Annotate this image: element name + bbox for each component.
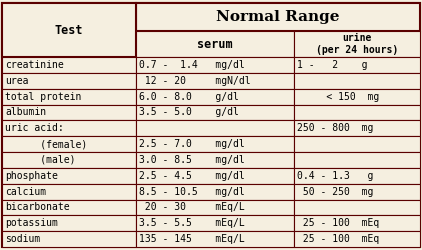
Text: 0.4 - 1.3   g: 0.4 - 1.3 g bbox=[297, 171, 373, 181]
Bar bbox=[2, 136, 136, 152]
Bar bbox=[136, 89, 294, 104]
Text: (male): (male) bbox=[5, 155, 76, 165]
Bar bbox=[136, 152, 294, 168]
Text: bicarbonate: bicarbonate bbox=[5, 202, 70, 212]
Text: Test: Test bbox=[55, 24, 83, 36]
Text: 8.5 - 10.5   mg/dl: 8.5 - 10.5 mg/dl bbox=[139, 186, 245, 196]
Bar bbox=[294, 73, 420, 89]
Text: Normal Range: Normal Range bbox=[216, 10, 340, 24]
Bar bbox=[2, 3, 136, 57]
Bar bbox=[294, 168, 420, 184]
Text: 3.0 - 8.5    mg/dl: 3.0 - 8.5 mg/dl bbox=[139, 155, 245, 165]
Bar bbox=[294, 136, 420, 152]
Text: 6.0 - 8.0    g/dl: 6.0 - 8.0 g/dl bbox=[139, 92, 239, 102]
Text: 3.5 - 5.5    mEq/L: 3.5 - 5.5 mEq/L bbox=[139, 218, 245, 228]
Text: serum: serum bbox=[197, 38, 233, 51]
Bar bbox=[2, 120, 136, 136]
Text: 135 - 145    mEq/L: 135 - 145 mEq/L bbox=[139, 234, 245, 244]
Bar bbox=[2, 152, 136, 168]
Bar bbox=[2, 104, 136, 120]
Text: 0.7 -  1.4   mg/dl: 0.7 - 1.4 mg/dl bbox=[139, 60, 245, 70]
Bar bbox=[2, 184, 136, 200]
Text: calcium: calcium bbox=[5, 186, 46, 196]
Bar bbox=[294, 89, 420, 104]
Bar bbox=[136, 231, 294, 247]
Text: (female): (female) bbox=[5, 139, 87, 149]
Text: sodium: sodium bbox=[5, 234, 40, 244]
Text: 1 -   2    g: 1 - 2 g bbox=[297, 60, 368, 70]
Bar bbox=[136, 3, 420, 31]
Text: phosphate: phosphate bbox=[5, 171, 58, 181]
Text: < 150  mg: < 150 mg bbox=[297, 92, 379, 102]
Bar bbox=[136, 120, 294, 136]
Bar bbox=[2, 89, 136, 104]
Bar bbox=[2, 168, 136, 184]
Text: urea: urea bbox=[5, 76, 29, 86]
Text: 50 - 250  mg: 50 - 250 mg bbox=[297, 186, 373, 196]
Text: urine
(per 24 hours): urine (per 24 hours) bbox=[316, 33, 398, 55]
Bar bbox=[136, 136, 294, 152]
Text: albumin: albumin bbox=[5, 108, 46, 118]
Bar bbox=[294, 152, 420, 168]
Text: 2.5 - 7.0    mg/dl: 2.5 - 7.0 mg/dl bbox=[139, 139, 245, 149]
Bar bbox=[136, 104, 294, 120]
Text: 2.5 - 4.5    mg/dl: 2.5 - 4.5 mg/dl bbox=[139, 171, 245, 181]
Text: 12 - 20     mgN/dl: 12 - 20 mgN/dl bbox=[139, 76, 251, 86]
Bar bbox=[294, 57, 420, 73]
Bar bbox=[136, 215, 294, 231]
Bar bbox=[136, 168, 294, 184]
Bar bbox=[2, 57, 136, 73]
Bar bbox=[294, 215, 420, 231]
Bar bbox=[136, 200, 294, 215]
Text: 25 - 100  mEq: 25 - 100 mEq bbox=[297, 218, 379, 228]
Bar bbox=[136, 31, 294, 57]
Text: 3.5 - 5.0    g/dl: 3.5 - 5.0 g/dl bbox=[139, 108, 239, 118]
Bar bbox=[294, 200, 420, 215]
Text: total protein: total protein bbox=[5, 92, 81, 102]
Text: 250 - 800  mg: 250 - 800 mg bbox=[297, 123, 373, 133]
Bar bbox=[294, 184, 420, 200]
Text: uric acid:: uric acid: bbox=[5, 123, 64, 133]
Text: creatinine: creatinine bbox=[5, 60, 64, 70]
Bar bbox=[294, 104, 420, 120]
Bar bbox=[2, 200, 136, 215]
Bar bbox=[136, 73, 294, 89]
Bar bbox=[136, 57, 294, 73]
Bar bbox=[2, 73, 136, 89]
Text: 25 - 100  mEq: 25 - 100 mEq bbox=[297, 234, 379, 244]
Text: potassium: potassium bbox=[5, 218, 58, 228]
Bar bbox=[294, 231, 420, 247]
Bar bbox=[2, 231, 136, 247]
Bar bbox=[2, 215, 136, 231]
Text: 20 - 30     mEq/L: 20 - 30 mEq/L bbox=[139, 202, 245, 212]
Bar bbox=[136, 184, 294, 200]
Bar bbox=[294, 31, 420, 57]
Bar bbox=[294, 120, 420, 136]
